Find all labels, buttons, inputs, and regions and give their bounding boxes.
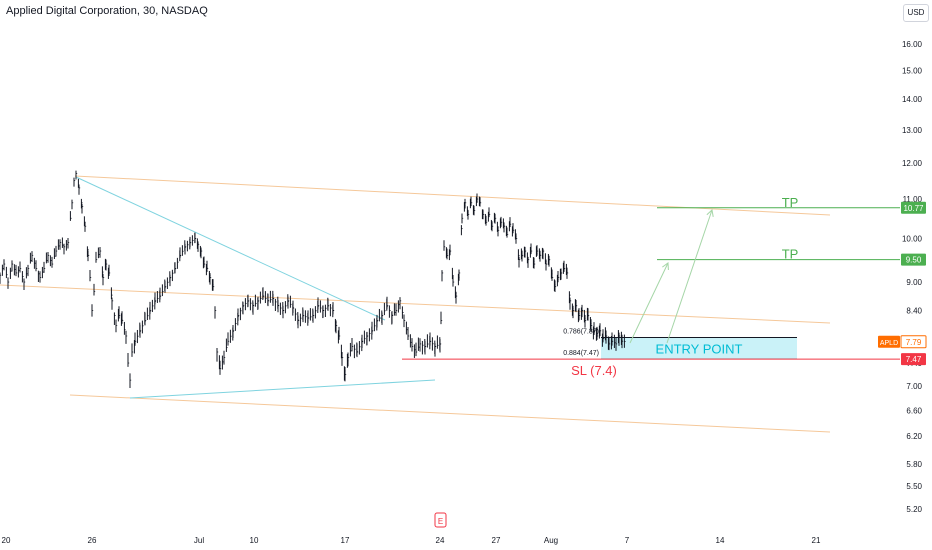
price-badge-label: 9.50 (906, 256, 922, 265)
x-tick-label: 14 (716, 536, 725, 545)
x-tick-label: 10 (250, 536, 259, 545)
take-profit-label: TP (782, 195, 799, 210)
price-badge (901, 353, 926, 366)
last-price-badge (900, 335, 927, 349)
channel-upper-line (74, 175, 831, 216)
last-price-badge-label: 7.79 (906, 338, 922, 347)
downtrend-line (75, 176, 386, 321)
x-tick-label: 21 (812, 536, 821, 545)
y-tick-label: 5.50 (906, 482, 922, 491)
y-tick-label: 10.00 (902, 234, 923, 243)
y-tick-label: 15.00 (902, 67, 923, 76)
projection-arrow-tp1 (666, 209, 713, 344)
y-tick-label: 12.00 (902, 159, 923, 168)
projection-arrow-tp2 (629, 262, 669, 344)
price-badge-label: 10.77 (903, 204, 924, 213)
y-tick-label: 5.80 (906, 460, 922, 469)
symbol-badge-label: APLD (880, 340, 898, 347)
take-profit-label: TP (782, 247, 799, 262)
x-tick-label: 7 (625, 536, 630, 545)
channel-middle-line (0, 284, 831, 324)
y-tick-label: 13.00 (902, 126, 923, 135)
price-badge-label: 7.47 (906, 355, 922, 364)
x-tick-label: Aug (544, 536, 558, 545)
channel-lower-line (69, 394, 831, 433)
fib-884-label: 0.884(7.47) (563, 350, 599, 357)
entry-point-label: ENTRY POINT (656, 341, 743, 356)
entry-zone (601, 337, 797, 360)
y-tick-label: 11.00 (903, 195, 923, 204)
y-tick-label: 8.40 (906, 307, 922, 316)
currency-button[interactable]: USD (903, 4, 929, 22)
x-tick-label: 26 (88, 536, 97, 545)
y-tick-label: 14.00 (902, 95, 923, 104)
earnings-marker-label: E (438, 517, 443, 526)
projection-arrow-tp2-head (662, 262, 669, 271)
x-tick-label: Jul (194, 536, 204, 545)
symbol-badge (878, 335, 900, 348)
support-trend-line (129, 379, 436, 399)
price-badge (901, 253, 926, 266)
x-tick-label: 17 (341, 536, 350, 545)
projection-arrow-tp1-head (706, 209, 714, 217)
y-tick-label: 9.00 (906, 278, 922, 287)
y-tick-label: 6.60 (906, 406, 922, 415)
chart-title: Applied Digital Corporation, 30, NASDAQ (6, 5, 208, 17)
fib-786-label: 0.786(7.87) (563, 329, 599, 336)
price-badge (901, 201, 926, 214)
y-tick-label: 7.00 (906, 382, 922, 391)
earnings-marker[interactable] (434, 512, 447, 528)
y-tick-label: 16.00 (902, 40, 923, 49)
x-tick-label: 27 (492, 536, 501, 545)
y-tick-label: 5.20 (906, 505, 922, 514)
y-tick-label: 6.20 (906, 432, 922, 441)
x-tick-label: 24 (436, 536, 445, 545)
x-tick-label: 20 (2, 536, 11, 545)
stop-loss-label: SL (7.4) (571, 363, 617, 378)
